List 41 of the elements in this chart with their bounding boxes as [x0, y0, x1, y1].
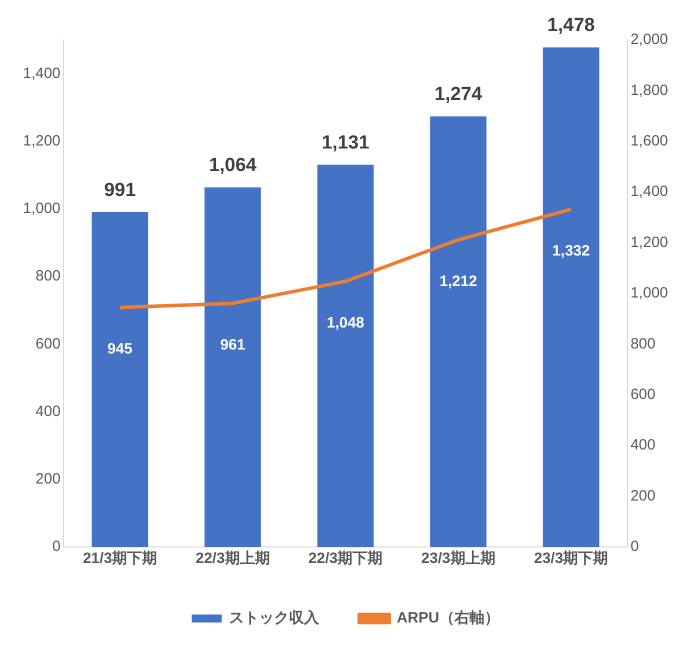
y2-tick-label: 1,200 — [630, 234, 668, 251]
y2-tick-label: 2,000 — [630, 31, 668, 48]
y-tick-label: 0 — [52, 538, 61, 556]
y-tick-label: 200 — [36, 470, 61, 488]
data-label: 1,274 — [434, 84, 482, 106]
legend-label: ARPU（右軸） — [396, 610, 500, 627]
x-tick-label: 22/3期上期 — [196, 550, 270, 568]
x-tick-label: 22/3期下期 — [308, 550, 383, 568]
y2-tick-label: 800 — [630, 335, 656, 352]
data-label: 1,478 — [547, 15, 595, 36]
y2-tick-label: 1,000 — [630, 284, 668, 302]
y2-tick-label: 600 — [630, 386, 656, 404]
y2-tick-label: 1,600 — [630, 132, 668, 150]
x-tick-label: 21/3期下期 — [82, 550, 158, 568]
y2-tick-label: 400 — [630, 436, 656, 454]
data-label: 1,131 — [322, 132, 370, 154]
bar — [542, 47, 600, 547]
data-label: 961 — [220, 336, 246, 354]
x-tick-label: 23/3期上期 — [421, 550, 496, 568]
y-tick-label: 800 — [36, 268, 61, 285]
data-label: 1,048 — [326, 314, 364, 332]
y-tick-label: 1,200 — [22, 132, 61, 150]
legend-label: ストック収入 — [229, 610, 320, 627]
data-label: 991 — [104, 180, 136, 201]
data-label: 1,064 — [208, 155, 257, 176]
y2-tick-label: 1,800 — [630, 82, 668, 99]
bar — [317, 164, 374, 547]
data-label: 1,212 — [440, 272, 478, 290]
x-tick-label: 23/3期下期 — [534, 550, 608, 568]
bar — [204, 187, 261, 547]
y-tick-label: 1,000 — [22, 200, 61, 218]
y2-tick-label: 0 — [630, 538, 639, 556]
y-tick-label: 400 — [36, 402, 61, 420]
y2-tick-label: 1,400 — [630, 183, 668, 200]
y-tick-label: 1,400 — [22, 64, 61, 82]
y-tick-label: 600 — [36, 335, 61, 352]
bar — [92, 212, 148, 547]
y2-tick-label: 200 — [630, 487, 656, 504]
data-label: 1,332 — [552, 242, 590, 260]
data-label: 945 — [107, 340, 132, 358]
bar — [430, 116, 486, 547]
